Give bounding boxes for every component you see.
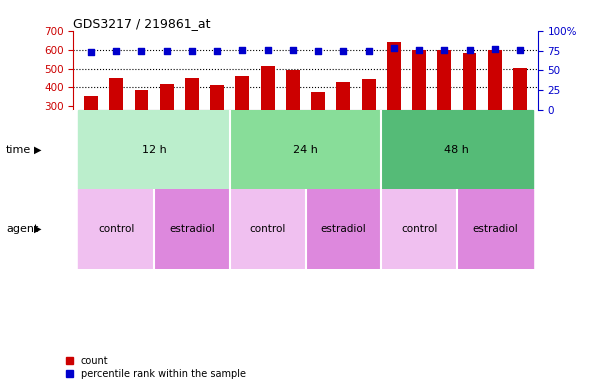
Bar: [109, 78, 123, 110]
Point: [490, 46, 500, 52]
Bar: [154, 189, 230, 269]
Bar: [210, 85, 224, 110]
Bar: [412, 50, 426, 110]
Point: [111, 48, 121, 54]
Text: 48 h: 48 h: [444, 145, 469, 155]
Bar: [311, 91, 325, 110]
Bar: [463, 53, 477, 110]
Bar: [230, 189, 306, 269]
Text: ▶: ▶: [34, 145, 41, 155]
Bar: [159, 84, 174, 110]
Bar: [134, 90, 148, 110]
Point: [162, 48, 172, 54]
Text: estradiol: estradiol: [472, 224, 518, 234]
Bar: [286, 70, 300, 110]
Text: control: control: [401, 224, 437, 234]
Bar: [488, 50, 502, 110]
Bar: [78, 110, 230, 189]
Bar: [362, 78, 376, 110]
Point: [238, 47, 247, 53]
Point: [137, 48, 147, 55]
Bar: [84, 96, 98, 110]
Text: time: time: [6, 145, 31, 155]
Text: ▶: ▶: [34, 224, 41, 234]
Bar: [185, 78, 199, 110]
Text: GDS3217 / 219861_at: GDS3217 / 219861_at: [73, 17, 211, 30]
Text: estradiol: estradiol: [169, 224, 215, 234]
Bar: [437, 50, 452, 110]
Point: [414, 47, 424, 53]
Bar: [78, 189, 154, 269]
Point: [212, 48, 222, 54]
Point: [464, 47, 474, 53]
Text: control: control: [249, 224, 286, 234]
Point: [86, 49, 96, 55]
Bar: [381, 189, 457, 269]
Point: [313, 48, 323, 54]
Bar: [306, 189, 381, 269]
Text: 24 h: 24 h: [293, 145, 318, 155]
Bar: [457, 189, 533, 269]
Bar: [230, 110, 381, 189]
Bar: [261, 66, 274, 110]
Point: [364, 48, 373, 54]
Text: control: control: [98, 224, 134, 234]
Point: [338, 48, 348, 54]
Point: [439, 47, 449, 53]
Text: agent: agent: [6, 224, 38, 234]
Bar: [513, 68, 527, 110]
Bar: [381, 110, 533, 189]
Bar: [387, 43, 401, 110]
Point: [389, 45, 399, 51]
Point: [515, 47, 525, 53]
Point: [187, 48, 197, 54]
Point: [263, 47, 273, 53]
Legend: count, percentile rank within the sample: count, percentile rank within the sample: [66, 356, 246, 379]
Point: [288, 47, 298, 53]
Bar: [235, 76, 249, 110]
Text: estradiol: estradiol: [321, 224, 366, 234]
Text: 12 h: 12 h: [142, 145, 166, 155]
Bar: [337, 82, 350, 110]
